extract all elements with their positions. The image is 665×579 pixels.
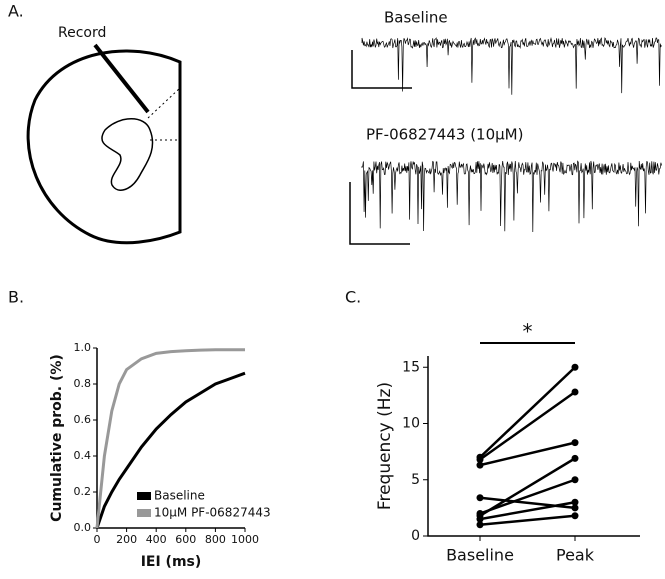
point <box>571 512 579 520</box>
legend-swatch <box>137 492 151 500</box>
legend-label: Baseline <box>154 489 205 503</box>
trace-label: Baseline <box>384 9 448 27</box>
x-tick-label: Baseline <box>446 546 514 565</box>
pair-line <box>479 514 576 526</box>
dotted-line <box>147 87 181 141</box>
annotation: * <box>523 320 533 344</box>
panel-label: C. <box>345 288 361 307</box>
scale-bar <box>349 50 412 245</box>
record-label: Record <box>58 25 106 41</box>
cdf-line <box>95 371 246 529</box>
point <box>571 504 579 512</box>
x-tick-label: Peak <box>556 546 595 565</box>
point <box>571 498 579 506</box>
y-tick-label: 0.4 <box>74 449 92 462</box>
panel-label: A. <box>8 2 24 21</box>
cdf-line <box>95 348 245 529</box>
point <box>571 439 579 447</box>
point <box>571 388 579 396</box>
x-tick-label: 200 <box>116 533 137 546</box>
trace <box>361 37 662 95</box>
traces <box>361 37 662 233</box>
point <box>476 510 484 517</box>
trace-label: PF-06827443 (10μM) <box>366 126 523 144</box>
y-tick-label: 0.8 <box>74 377 92 390</box>
legend-label: 10μM PF-06827443 <box>154 506 271 520</box>
x-tick-label: 400 <box>146 533 167 546</box>
pair-line <box>479 441 576 467</box>
slice-outline <box>26 49 182 245</box>
point <box>476 521 484 529</box>
y-tick-label: 0.2 <box>74 485 92 498</box>
y-axis-label: Cumulative prob. (%) <box>49 354 65 522</box>
y-tick-label: 1.0 <box>74 341 92 354</box>
point <box>571 476 579 484</box>
pair-line <box>479 366 576 459</box>
point <box>476 461 484 469</box>
pair-line <box>479 390 576 461</box>
pair-line <box>479 478 576 515</box>
y-tick-label: 0 <box>411 528 420 544</box>
y-tick-label: 0.6 <box>74 413 92 426</box>
point <box>476 494 484 502</box>
x-tick-label: 600 <box>175 533 196 546</box>
point <box>476 456 484 463</box>
y-tick-label: 5 <box>411 472 420 488</box>
pair-line <box>479 501 576 521</box>
y-tick-label: 15 <box>402 359 420 375</box>
x-tick-label: 1000 <box>231 533 259 546</box>
point <box>571 454 579 462</box>
panel-label: B. <box>8 288 24 307</box>
y-axis-label: Frequency (Hz) <box>375 382 395 510</box>
electrode <box>93 43 150 114</box>
trace <box>361 160 662 233</box>
x-axis-label: IEI (ms) <box>141 554 202 570</box>
region <box>101 118 154 191</box>
x-tick-label: 800 <box>205 533 226 546</box>
legend-swatch <box>137 509 151 517</box>
point <box>476 515 484 523</box>
pair-line <box>479 457 576 517</box>
y-tick-label: 0.0 <box>74 521 92 534</box>
x-tick-label: 0 <box>94 533 101 546</box>
y-tick-label: 10 <box>402 416 420 432</box>
point <box>571 363 579 371</box>
